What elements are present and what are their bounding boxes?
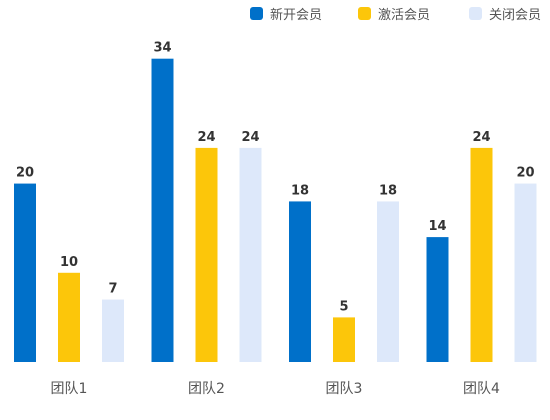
bar-1-3[interactable]	[102, 299, 124, 362]
legend: 新开会员 激活会员 关闭会员	[250, 2, 550, 24]
data-label-3-2: 5	[339, 299, 348, 314]
data-label-4-2: 24	[472, 130, 490, 145]
bar-4-2[interactable]	[470, 147, 493, 362]
data-label-3-1: 18	[291, 183, 309, 198]
data-label-4-1: 14	[428, 219, 446, 234]
data-label-1-1: 20	[16, 166, 34, 181]
data-label-2-3: 24	[241, 130, 259, 145]
bar-4-3[interactable]	[514, 183, 537, 362]
bar-4-1[interactable]	[426, 237, 449, 362]
legend-label-series-1: 新开会员	[270, 7, 323, 23]
bar-2-1[interactable]	[151, 58, 174, 363]
legend-label-series-2: 激活会员	[378, 7, 431, 23]
bar-3-3[interactable]	[377, 201, 399, 362]
x-tick-label-3: 团队3	[326, 381, 363, 397]
x-tick-label-1: 团队1	[51, 381, 88, 397]
bar-2-2[interactable]	[195, 147, 218, 362]
legend-swatch-series-2	[358, 6, 371, 20]
legend-item-series-2[interactable]: 激活会员	[358, 2, 430, 24]
bar-2-3[interactable]	[239, 147, 262, 362]
legend-swatch-series-1	[250, 6, 263, 20]
bar-3-2[interactable]	[333, 317, 355, 362]
data-label-1-2: 10	[60, 255, 78, 270]
bar-1-2[interactable]	[58, 272, 80, 362]
data-label-4-3: 20	[516, 166, 534, 181]
x-tick-label-2: 团队2	[188, 381, 225, 397]
bar-3-1[interactable]	[289, 201, 311, 362]
data-label-2-1: 34	[153, 41, 171, 56]
legend-label-series-3: 关闭会员	[489, 7, 542, 23]
legend-item-series-3[interactable]: 关闭会员	[469, 2, 541, 24]
x-tick-label-4: 团队4	[463, 381, 500, 397]
bar-1-1[interactable]	[14, 183, 36, 362]
data-label-3-3: 18	[379, 183, 397, 198]
data-label-2-2: 24	[197, 130, 215, 145]
legend-item-series-1[interactable]: 新开会员	[250, 2, 322, 24]
data-label-1-3: 7	[108, 282, 117, 297]
legend-swatch-series-3	[469, 6, 482, 20]
